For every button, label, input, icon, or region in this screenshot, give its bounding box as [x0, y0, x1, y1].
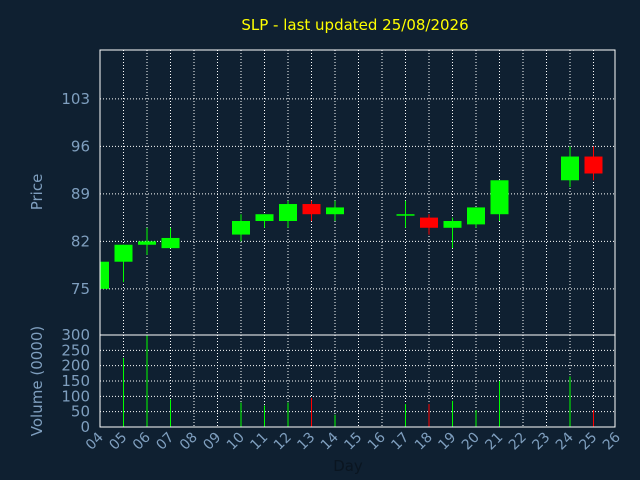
candle-body	[326, 207, 344, 215]
candle-body	[584, 156, 603, 174]
candle-body	[138, 241, 156, 245]
volume-tick-label: 50	[71, 403, 90, 421]
candle-body	[161, 237, 180, 249]
candle-body	[255, 214, 274, 221]
volume-tick-label: 0	[80, 418, 90, 436]
candle-body	[467, 207, 485, 225]
price-tick-label: 75	[71, 280, 90, 298]
price-panel: 75 82 89 96 103 Price	[28, 49, 616, 336]
candle-body	[302, 204, 321, 215]
candle-body	[396, 214, 415, 216]
candle-body	[561, 156, 579, 181]
x-axis-label: Day	[333, 457, 363, 475]
volume-tick-label: 150	[61, 372, 90, 390]
volume-grid	[100, 335, 615, 427]
price-y-ticks: 75 82 89 96 103	[61, 90, 90, 298]
candle-body	[490, 180, 509, 215]
price-grid	[100, 50, 615, 335]
candle-body	[420, 217, 438, 228]
candle-body	[232, 221, 250, 235]
volume-tick-label: 300	[61, 326, 90, 344]
volume-frame	[99, 334, 616, 428]
price-tick-label: 103	[61, 90, 90, 108]
chart-title: SLP - last updated 25/08/2026	[241, 16, 468, 34]
price-y-label: Price	[28, 174, 46, 211]
price-candles	[99, 146, 603, 289]
candle-body	[114, 244, 133, 262]
price-tick-label: 89	[71, 185, 90, 203]
price-tick-label: 96	[71, 137, 90, 155]
volume-tick-label: 100	[61, 387, 90, 405]
price-tick-label: 82	[71, 232, 90, 250]
x-axis-ticks: 04 05 06 07 08 09 10 11 12 13 14 15 16 17 18 19 20 21 22 23…	[83, 429, 624, 453]
candle-body	[279, 204, 297, 221]
candle-body	[100, 261, 109, 289]
volume-tick-label: 200	[61, 357, 90, 375]
volume-y-label: Volume (0000)	[28, 326, 46, 436]
volume-bars	[123, 335, 594, 427]
volume-tick-label: 250	[61, 341, 90, 359]
candle-body	[443, 221, 462, 228]
